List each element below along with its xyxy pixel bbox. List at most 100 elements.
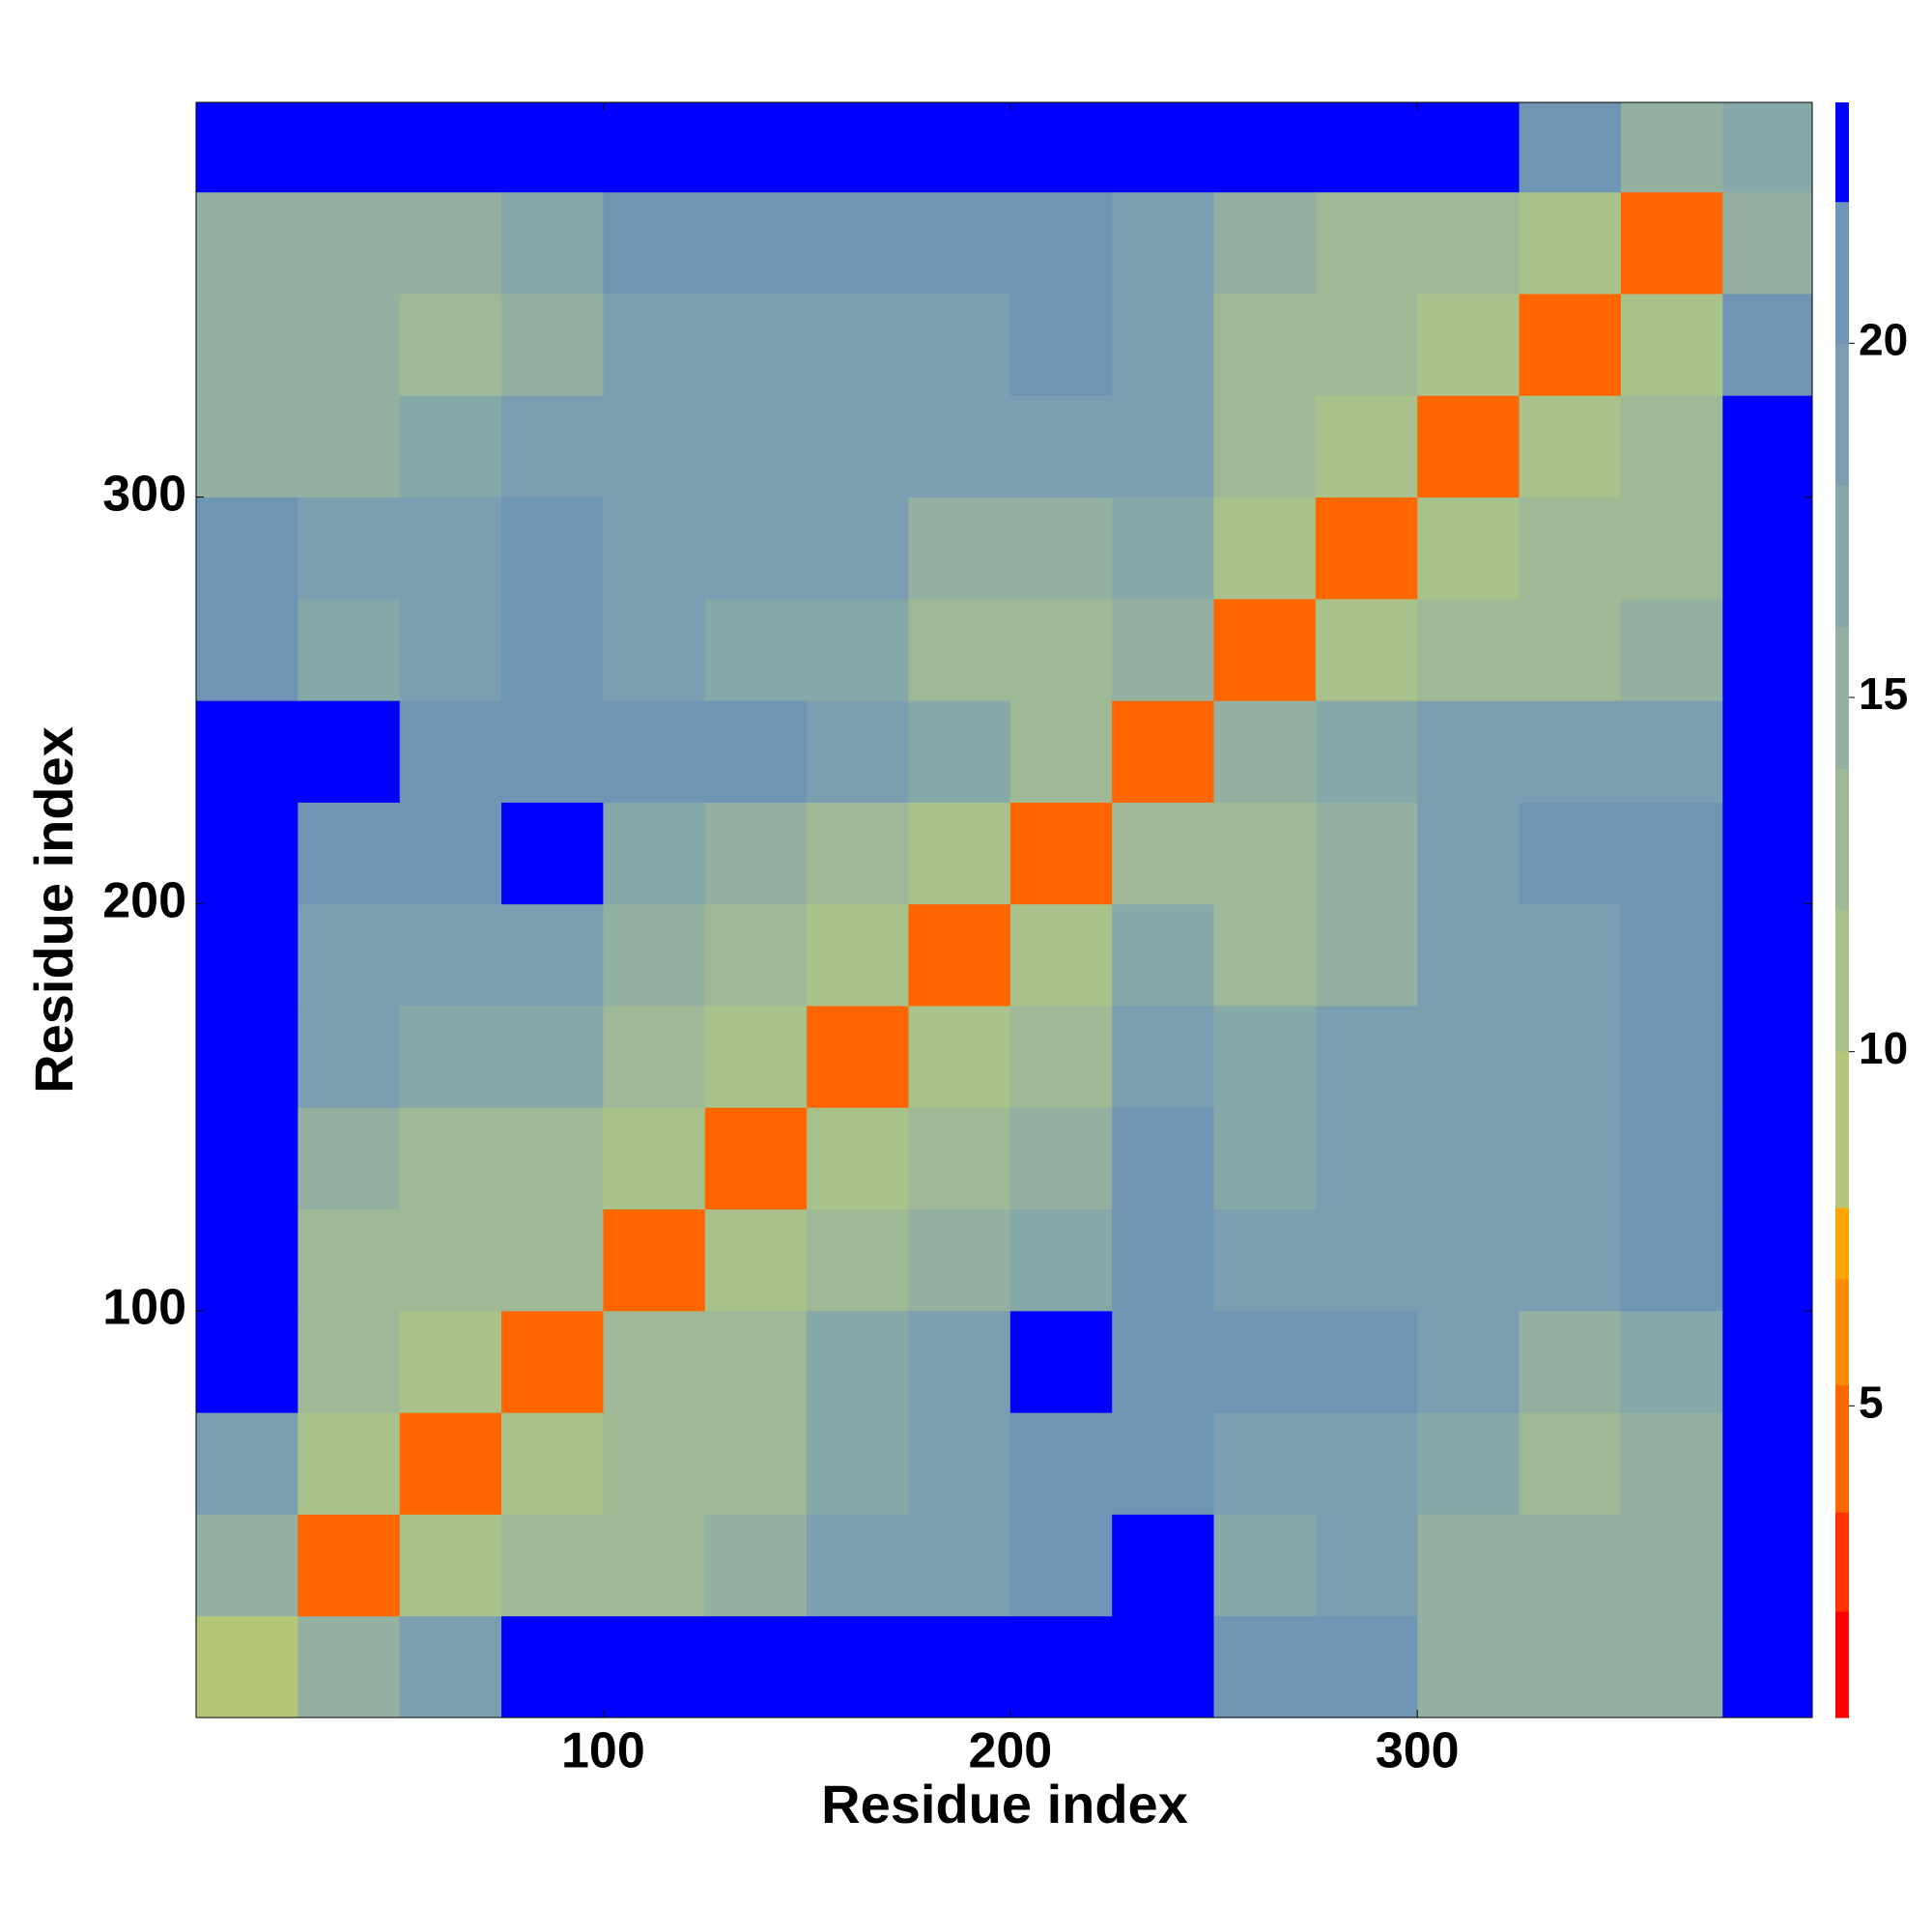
heatmap-cell [1519, 1208, 1622, 1312]
heatmap-cell [1213, 903, 1317, 1007]
heatmap-cell [1213, 700, 1317, 803]
heatmap-cell [1315, 1005, 1418, 1108]
heatmap-cell [807, 700, 909, 803]
heatmap-cell [1417, 1412, 1520, 1515]
heatmap-cell [501, 102, 604, 193]
heatmap-cell [1112, 191, 1215, 295]
heatmap-cell [399, 497, 502, 600]
colorbar-tick-label: 10 [1859, 1023, 1908, 1073]
heatmap-cell [298, 293, 401, 396]
heatmap-cell [908, 1107, 1011, 1210]
heatmap-cell [1009, 497, 1113, 600]
heatmap-cell [807, 293, 909, 396]
plot-frame [195, 101, 1813, 1719]
heatmap-cell [1112, 903, 1215, 1007]
heatmap-cell [603, 191, 706, 295]
heatmap-cell [908, 102, 1011, 193]
x-tick-label: 300 [1376, 1723, 1460, 1779]
heatmap-cell [1112, 1310, 1215, 1413]
heatmap-cell [1722, 1514, 1813, 1617]
heatmap-cell [1519, 497, 1622, 600]
heatmap-cell [704, 191, 808, 295]
heatmap-cell [1009, 1412, 1113, 1515]
heatmap-cell [1519, 293, 1622, 396]
heatmap-cell [603, 102, 706, 193]
heatmap-cell [1722, 802, 1813, 905]
x-axis-title: Residue index [821, 1774, 1188, 1834]
heatmap-cell [399, 191, 502, 295]
heatmap-cell [603, 395, 706, 498]
heatmap-cell [1009, 395, 1113, 498]
heatmap-cell [1009, 1107, 1113, 1210]
heatmap-cell [807, 191, 909, 295]
heatmap-cell [501, 497, 604, 600]
colorbar-segment [1835, 1512, 1849, 1612]
heatmap-cell [603, 903, 706, 1007]
heatmap-cell [1112, 497, 1215, 600]
y-tick-label: 100 [102, 1280, 186, 1336]
heatmap-cell [298, 802, 401, 905]
colorbar-tick-label: 5 [1859, 1377, 1884, 1427]
heatmap-cell [908, 1310, 1011, 1413]
colorbar-segment [1835, 1278, 1849, 1385]
heatmap-cell [399, 802, 502, 905]
heatmap-cell [1722, 1615, 1813, 1719]
heatmap-cell [908, 1005, 1011, 1108]
heatmap-cell [1519, 1514, 1622, 1617]
heatmap-cell [1315, 700, 1418, 803]
heatmap-cell [1112, 802, 1215, 905]
heatmap-cell [1519, 700, 1622, 803]
heatmap-cell [1722, 598, 1813, 701]
heatmap-cell [399, 700, 502, 803]
heatmap-cell [1112, 1208, 1215, 1312]
heatmap-cell [1417, 395, 1520, 498]
heatmap-cell [1722, 1310, 1813, 1413]
heatmap-cell [1112, 1412, 1215, 1515]
heatmap-cell [603, 1615, 706, 1719]
heatmap-cell [1620, 1514, 1723, 1617]
heatmap-cell [1417, 1005, 1520, 1108]
y-tick-label: 300 [102, 466, 186, 522]
heatmap-cell [501, 700, 604, 803]
heatmap-cell [908, 1412, 1011, 1515]
heatmap-cell [1315, 1412, 1418, 1515]
heatmap-cell [1213, 598, 1317, 701]
heatmap-cell [1009, 1615, 1113, 1719]
heatmap-cell [1112, 102, 1215, 193]
heatmap-cell [196, 700, 298, 803]
colorbar-tick-label: 20 [1859, 314, 1908, 364]
heatmap-cell [603, 802, 706, 905]
heatmap-cell [1112, 1005, 1215, 1108]
heatmap-cell [1519, 191, 1622, 295]
heatmap-cell [1417, 1615, 1520, 1719]
heatmap-cell [807, 598, 909, 701]
heatmap-cell [1213, 1615, 1317, 1719]
heatmap-cell [399, 1310, 502, 1413]
heatmap-cell [807, 1310, 909, 1413]
heatmap-cell [603, 1208, 706, 1312]
heatmap-cell [1722, 903, 1813, 1007]
heatmap-cell [1112, 293, 1215, 396]
heatmap-cell [704, 1615, 808, 1719]
heatmap-cell [1009, 1310, 1113, 1413]
heatmap-cell [1620, 598, 1723, 701]
heatmap-cell [704, 1208, 808, 1312]
heatmap-cell [399, 102, 502, 193]
heatmap-cell [908, 1208, 1011, 1312]
heatmap-cell [1620, 1208, 1723, 1312]
heatmap-cell [603, 1005, 706, 1108]
heatmap-cell [501, 802, 604, 905]
heatmap-cell [704, 1005, 808, 1108]
heatmap-cell [1213, 1107, 1317, 1210]
heatmap-cell [807, 1107, 909, 1210]
heatmap-cell [1009, 700, 1113, 803]
heatmap-cell [807, 1208, 909, 1312]
heatmap-cell [196, 903, 298, 1007]
heatmap-cell [501, 598, 604, 701]
colorbar-segment [1835, 1611, 1849, 1719]
heatmap-cell [603, 1514, 706, 1617]
heatmap-cell [298, 1412, 401, 1515]
heatmap-cell [298, 1005, 401, 1108]
heatmap-cell [908, 293, 1011, 396]
